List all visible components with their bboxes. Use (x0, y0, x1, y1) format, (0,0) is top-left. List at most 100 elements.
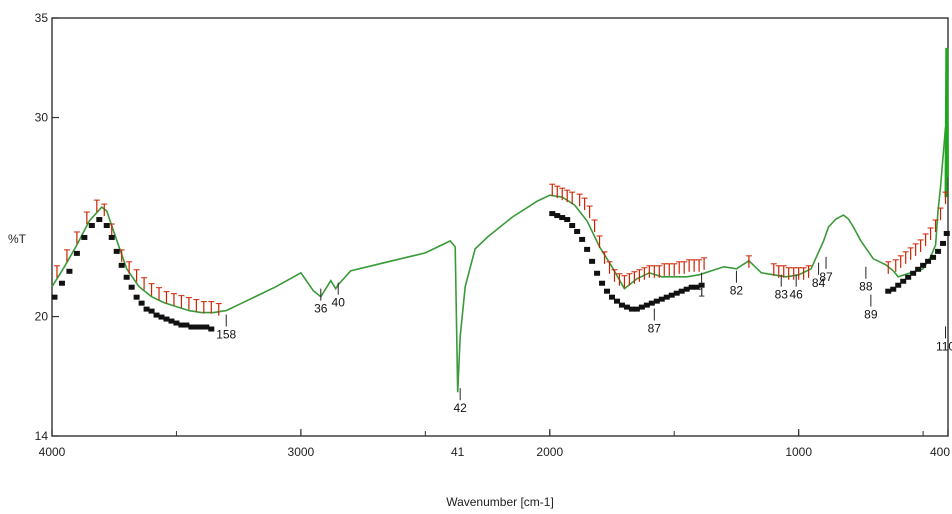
spectrum-series (51, 47, 949, 393)
black-peak-marker (599, 280, 606, 286)
black-peak-marker (148, 308, 155, 314)
black-peak-marker (208, 326, 215, 332)
black-peak-marker (173, 320, 180, 326)
black-peak-marker (688, 284, 695, 290)
black-peak-marker (198, 324, 205, 330)
x-axis-label: Wavenumber [cm-1] (446, 495, 554, 509)
black-peak-marker (168, 318, 175, 324)
black-peak-marker (113, 248, 120, 254)
black-peak-marker (51, 294, 58, 300)
peak-label: 89 (864, 308, 878, 322)
black-peak-marker (613, 298, 620, 304)
black-peak-marker (163, 316, 170, 322)
black-peak-marker (648, 300, 655, 306)
black-peak-marker (910, 270, 917, 276)
x-tick-label: 2000 (536, 445, 563, 459)
black-peak-marker (133, 294, 140, 300)
black-peak-marker (158, 314, 165, 320)
black-peak-marker (193, 324, 200, 330)
black-peak-marker (103, 223, 110, 229)
black-peak-marker (123, 274, 130, 280)
black-peak-marker (940, 240, 947, 246)
black-peak-marker (584, 246, 591, 252)
black-peak-marker (73, 250, 80, 256)
black-peak-marker (943, 230, 950, 236)
black-peak-marker (925, 258, 932, 264)
peak-label: 1 (698, 286, 705, 300)
black-peak-marker (678, 288, 685, 294)
peak-label: 158 (216, 328, 236, 342)
black-peak-marker (604, 288, 611, 294)
black-peak-marker (183, 322, 190, 328)
black-peak-marker (905, 274, 912, 280)
black-peak-marker (203, 324, 210, 330)
black-peak-marker (643, 302, 650, 308)
black-peak-marker (609, 294, 615, 300)
black-peak-marker (81, 234, 88, 240)
black-peak-marker (935, 248, 942, 254)
black-peak-marker (698, 282, 705, 288)
black-peak-marker (623, 304, 630, 310)
black-peak-marker (66, 268, 73, 274)
x-tick-label: 400 (930, 445, 950, 459)
black-peak-marker (915, 266, 922, 272)
y-tick-label: 35 (35, 11, 49, 25)
black-peak-marker (594, 270, 601, 276)
black-peak-marker (920, 262, 927, 268)
black-peak-marker (683, 286, 690, 292)
peak-label: 46 (789, 288, 803, 302)
black-peak-marker (668, 292, 675, 298)
peak-label: 87 (819, 270, 833, 284)
black-peak-marker (178, 322, 185, 328)
black-peak-marker (638, 304, 645, 310)
black-peak-marker (564, 217, 571, 223)
black-peak-marker (579, 236, 586, 242)
peak-label: 82 (730, 284, 744, 298)
black-peak-marker (143, 306, 150, 312)
black-peak-marker (900, 278, 907, 284)
black-peak-marker (673, 290, 680, 296)
y-axis-ticks: 35 30 20 14 (35, 11, 59, 443)
peak-markers (51, 183, 950, 332)
black-peak-marker (693, 284, 700, 290)
y-axis-label: %T (8, 232, 27, 246)
black-peak-marker (633, 306, 640, 312)
black-peak-marker (549, 211, 556, 217)
black-peak-marker (895, 282, 902, 288)
black-peak-marker (559, 215, 566, 221)
black-peak-marker (118, 262, 125, 268)
x-tick-label: 4000 (39, 445, 66, 459)
black-peak-marker (653, 298, 660, 304)
black-peak-marker (108, 234, 115, 240)
black-peak-marker (58, 280, 65, 286)
peak-label: 83 (775, 288, 789, 302)
peak-label: 84 (812, 276, 826, 290)
peak-label: 88 (859, 280, 873, 294)
x-tick-label: 1000 (785, 445, 812, 459)
spectrum-spike (944, 47, 949, 198)
peak-label: 42 (453, 401, 467, 415)
black-peak-marker (890, 286, 897, 292)
y-tick-label: 14 (35, 429, 49, 443)
black-peak-marker (663, 294, 670, 300)
black-peak-marker (153, 312, 160, 318)
plot-frame (51, 17, 949, 437)
black-peak-marker (188, 324, 195, 330)
peak-label: 36 (314, 302, 328, 316)
black-peak-marker (128, 284, 135, 290)
black-peak-marker (930, 254, 937, 260)
black-peak-marker (569, 223, 576, 229)
black-peak-marker (628, 306, 635, 312)
black-peak-marker (574, 228, 581, 234)
spectrum-line (51, 127, 949, 393)
peak-label: 87 (648, 322, 662, 336)
black-peak-marker (589, 258, 596, 264)
black-peak-marker (96, 217, 103, 223)
black-peak-marker (885, 288, 892, 294)
y-tick-label: 20 (35, 310, 49, 324)
y-tick-label: 30 (35, 111, 49, 125)
x-axis-ticks: 4000 3000 2000 1000 400 41 (39, 429, 950, 459)
x-extra-label: 41 (451, 445, 465, 459)
